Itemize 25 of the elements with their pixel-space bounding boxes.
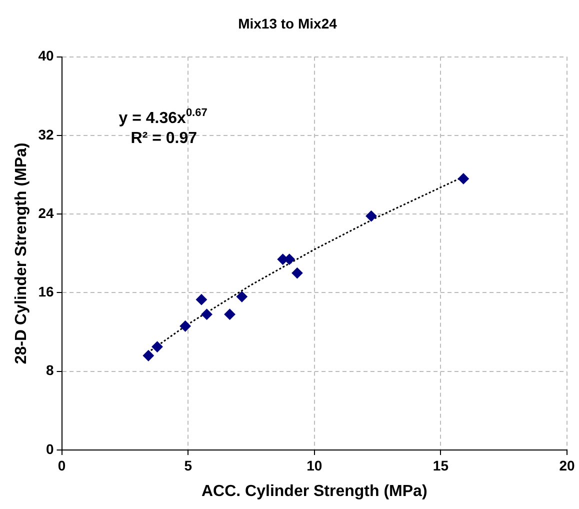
chart-title: Mix13 to Mix24 <box>238 15 338 32</box>
point <box>152 341 163 352</box>
x-tick-label: 20 <box>559 457 575 474</box>
y-tick-label: 0 <box>46 440 54 457</box>
x-tick-label: 15 <box>432 457 449 474</box>
y-tick-label: 8 <box>46 362 54 378</box>
x-tick-label: 5 <box>184 457 192 474</box>
point <box>458 173 469 184</box>
point <box>201 308 212 320</box>
point <box>142 350 154 362</box>
y-tick-label: 40 <box>38 48 54 64</box>
point <box>366 210 377 222</box>
point <box>196 294 207 306</box>
x-tick-label: 10 <box>306 457 322 474</box>
y-tick-label: 32 <box>38 126 54 142</box>
point <box>224 308 236 320</box>
x-tick-label: 0 <box>58 457 66 474</box>
y-axis-title: 28-D Cylinder Strength (MPa) <box>13 142 30 364</box>
y-tick-label: 24 <box>38 204 54 221</box>
annotation: R² = 0.97 <box>130 130 198 147</box>
point <box>180 320 191 332</box>
point <box>292 268 303 279</box>
point <box>236 291 248 302</box>
x-axis-title: ACC. Cylinder Strength (MPa) <box>201 482 428 500</box>
y-tick-label: 16 <box>38 284 54 300</box>
